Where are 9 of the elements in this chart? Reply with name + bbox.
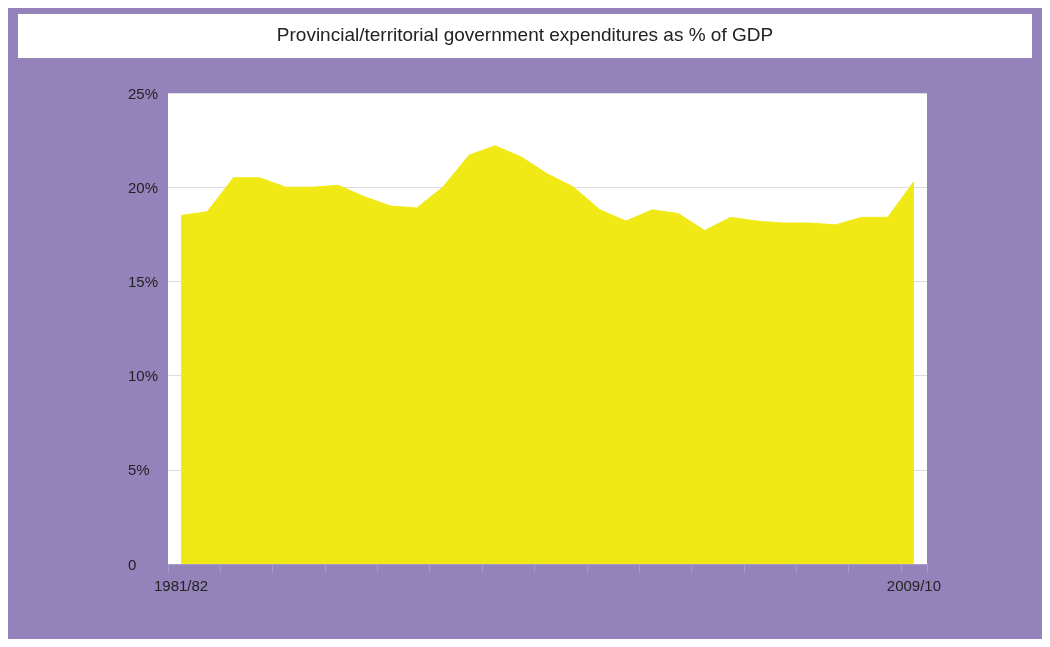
y-tick-label: 20% [128, 178, 159, 196]
y-tick-label: 10% [128, 367, 159, 385]
x-tick-label: 1981/82 [153, 577, 209, 594]
y-tick-label: 5% [128, 461, 150, 479]
chart-title: Provincial/territorial government expenditures as % of GDP [276, 24, 774, 45]
y-tick-label: 15% [128, 272, 159, 290]
x-tick-label: 2009/10 [886, 577, 942, 594]
y-tick-label: 0 [128, 555, 137, 573]
y-tick-label: 25% [128, 84, 159, 102]
